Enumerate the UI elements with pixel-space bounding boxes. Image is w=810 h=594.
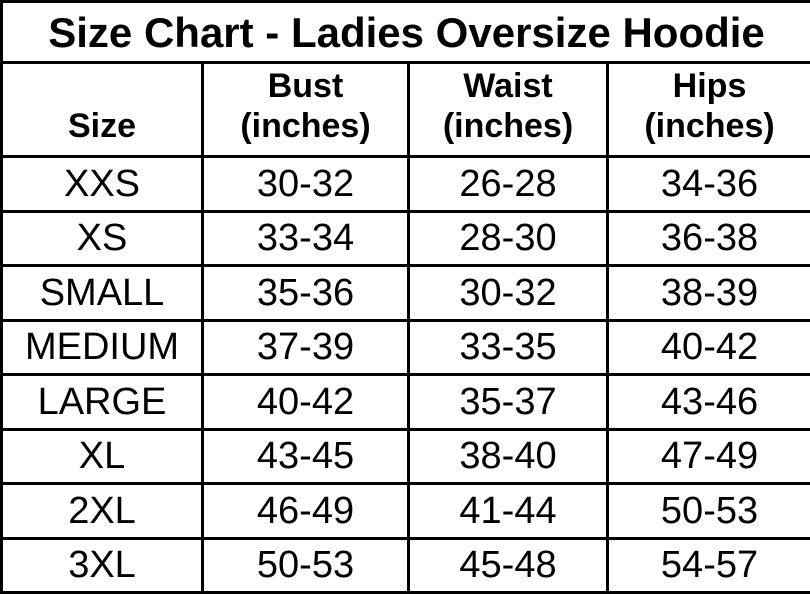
size-cell: XXS (0, 155, 204, 213)
bust-cell: 43-45 (201, 427, 410, 485)
size-cell: MEDIUM (0, 318, 204, 376)
table-row: XL 43-45 38-40 47-49 (0, 427, 810, 485)
column-header-size: Size (0, 61, 204, 158)
bust-cell: 46-49 (201, 482, 410, 540)
hips-cell: 38-39 (605, 264, 810, 322)
hips-cell: 47-49 (605, 427, 810, 485)
column-header-hips: Hips (inches) (605, 61, 810, 158)
size-cell: 2XL (0, 482, 204, 540)
hips-cell: 54-57 (605, 536, 810, 594)
waist-cell: 28-30 (407, 209, 609, 267)
title-row: Size Chart - Ladies Oversize Hoodie (0, 0, 810, 64)
size-cell: XS (0, 209, 204, 267)
table-row: 2XL 46-49 41-44 50-53 (0, 482, 810, 540)
table-row: SMALL 35-36 30-32 38-39 (0, 264, 810, 322)
column-header-sublabel: (inches) (644, 106, 775, 145)
waist-cell: 26-28 (407, 155, 609, 213)
hips-cell: 34-36 (605, 155, 810, 213)
waist-cell: 45-48 (407, 536, 609, 594)
waist-cell: 35-37 (407, 373, 609, 431)
hips-cell: 43-46 (605, 373, 810, 431)
column-header-label: Size (67, 106, 137, 145)
size-cell: XL (0, 427, 204, 485)
column-header-sublabel: (inches) (240, 106, 371, 145)
column-header-sublabel: (inches) (442, 106, 574, 145)
bust-cell: 50-53 (201, 536, 410, 594)
size-cell: SMALL (0, 264, 204, 322)
column-header-waist: Waist (inches) (407, 61, 609, 158)
hips-cell: 36-38 (605, 209, 810, 267)
column-header-label: Bust (267, 66, 344, 105)
waist-cell: 38-40 (407, 427, 609, 485)
table-row: LARGE 40-42 35-37 43-46 (0, 373, 810, 431)
waist-cell: 30-32 (407, 264, 609, 322)
chart-title: Size Chart - Ladies Oversize Hoodie (0, 0, 810, 64)
waist-cell: 33-35 (407, 318, 609, 376)
bust-cell: 40-42 (201, 373, 410, 431)
table-row: XS 33-34 28-30 36-38 (0, 209, 810, 267)
bust-cell: 30-32 (201, 155, 410, 213)
table-row: MEDIUM 37-39 33-35 40-42 (0, 318, 810, 376)
table-row: XXS 30-32 26-28 34-36 (0, 155, 810, 213)
waist-cell: 41-44 (407, 482, 609, 540)
column-header-label: Hips (672, 66, 747, 105)
column-header-label: Waist (463, 66, 553, 105)
size-cell: 3XL (0, 536, 204, 594)
column-header-bust: Bust (inches) (201, 61, 410, 158)
header-row: Size Bust (inches) Waist (inches) Hips (inches… (0, 61, 810, 158)
hips-cell: 40-42 (605, 318, 810, 376)
hips-cell: 50-53 (605, 482, 810, 540)
bust-cell: 37-39 (201, 318, 410, 376)
size-cell: LARGE (0, 373, 204, 431)
table-row: 3XL 50-53 45-48 54-57 (0, 536, 810, 594)
bust-cell: 33-34 (201, 209, 410, 267)
bust-cell: 35-36 (201, 264, 410, 322)
